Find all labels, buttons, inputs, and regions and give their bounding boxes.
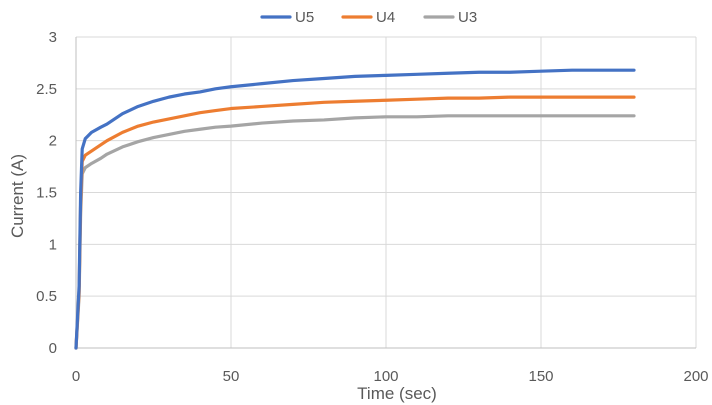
y-tick-label: 3: [49, 29, 57, 46]
y-tick-label: 0.5: [36, 288, 57, 305]
y-tick-label: 1: [49, 236, 57, 253]
x-tick-label: 200: [683, 368, 708, 385]
legend-item-u3: U3: [423, 9, 477, 26]
legend-label: U3: [458, 9, 477, 26]
series-line-u5: [74, 68, 636, 350]
axes: [75, 37, 696, 349]
y-tick-label: 0: [49, 340, 57, 357]
y-tick-labels: 0 0.5 1 1.5 2 2.5 3: [36, 29, 57, 357]
data-series: [74, 68, 636, 350]
legend-item-u4: U4: [341, 9, 395, 26]
grid-lines: [76, 36, 697, 348]
x-tick-label: 150: [528, 368, 553, 385]
y-axis-title: Current (A): [8, 154, 27, 238]
y-tick-label: 2.5: [36, 81, 57, 98]
x-axis-title: Time (sec): [357, 384, 437, 403]
series-line-u4: [74, 95, 636, 350]
legend-label: U5: [295, 9, 314, 26]
legend-label: U4: [376, 9, 395, 26]
x-tick-label: 0: [72, 368, 80, 385]
x-tick-label: 100: [373, 368, 398, 385]
y-tick-label: 1.5: [36, 185, 57, 202]
x-tick-labels: 0 50 100 150 200: [72, 368, 709, 385]
x-tick-label: 50: [223, 368, 240, 385]
legend: U5 U4 U3: [260, 9, 477, 26]
series-line-u3: [74, 114, 636, 350]
legend-item-u5: U5: [260, 9, 314, 26]
y-tick-label: 2: [49, 133, 57, 150]
